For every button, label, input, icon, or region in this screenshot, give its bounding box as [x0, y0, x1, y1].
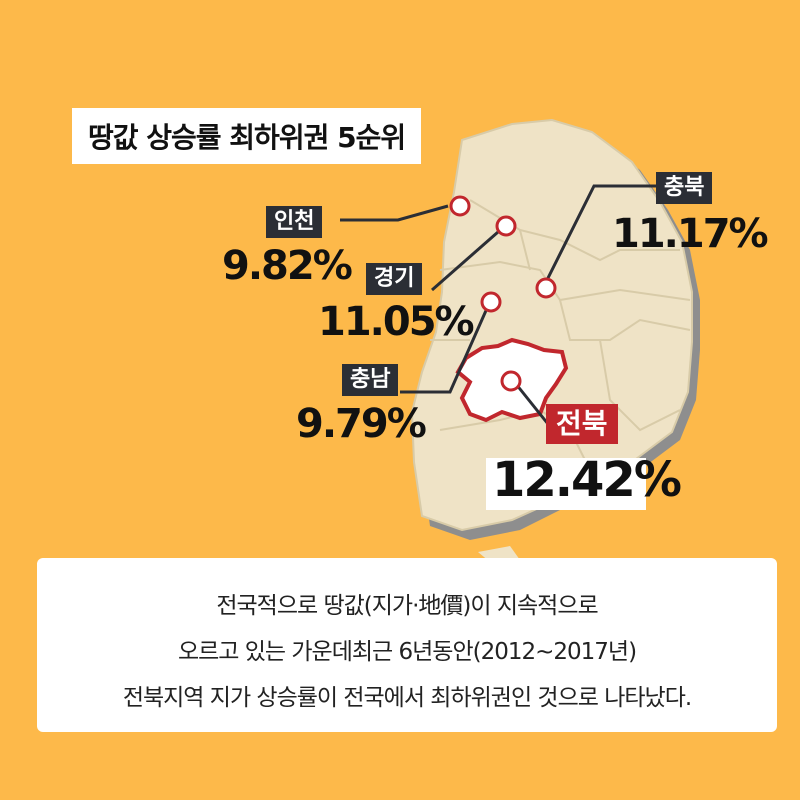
region-label-chungbuk: 충북	[656, 172, 713, 204]
region-value-jeonbuk: 12.42%	[492, 452, 682, 508]
leader-chungnam	[400, 305, 490, 394]
caption-line-3: 전북지역 지가 상승률이 전국에서 최하위권인 것으로 나타났다.	[122, 685, 692, 711]
region-label-chungnam: 충남	[342, 364, 399, 396]
caption-line-1: 전국적으로 땅값(지가·地價)이 지속적으로	[216, 593, 598, 619]
leader-jeonbuk	[514, 383, 550, 425]
leader-incheon	[340, 204, 449, 222]
value-highlight-box	[486, 458, 646, 510]
leader-lines	[340, 184, 658, 425]
region-value-chungbuk: 11.17%	[612, 211, 769, 257]
region-label-gyeonggi: 경기	[366, 263, 423, 295]
markers	[449, 195, 557, 392]
leader-gyeonggi	[431, 230, 499, 292]
region-value-chungnam: 9.79%	[296, 401, 427, 447]
caption-line-2: 오르고 있는 가운데최근 6년동안(2012~2017년)	[177, 639, 637, 665]
region-value-incheon: 9.82%	[222, 243, 353, 289]
caption-box: 전국적으로 땅값(지가·地價)이 지속적으로 오르고 있는 가운데최근 6년동안…	[37, 558, 777, 732]
leader-chungbuk	[544, 184, 658, 283]
page-title: 땅값 상승률 최하위권 5순위	[72, 108, 422, 164]
region-value-gyeonggi: 11.05%	[318, 299, 475, 345]
marker-incheon	[449, 195, 471, 217]
marker-chungnam	[480, 291, 502, 313]
region-label-incheon: 인천	[266, 206, 323, 238]
marker-chungbuk	[535, 277, 557, 299]
marker-gyeonggi	[495, 215, 517, 237]
marker-jeonbuk	[500, 370, 522, 392]
region-label-jeonbuk: 전북	[546, 404, 618, 444]
